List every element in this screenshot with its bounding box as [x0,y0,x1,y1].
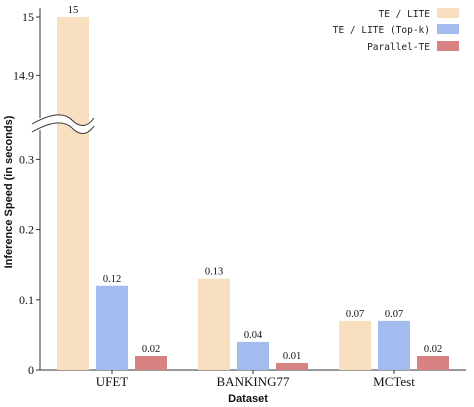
data-label: 0.07 [385,309,403,320]
x-axis-label: Dataset [228,393,268,405]
bar-banking77-3 [276,362,308,370]
y-axis-label: Inference Speed (in seconds) [3,115,15,268]
axis-break-gap [30,114,98,134]
bar-mctest-3 [417,355,449,370]
y-tick-label: 0.2 [19,223,34,237]
legend-swatch [437,24,459,34]
axis-break-line-upper [31,114,95,126]
y-tick-label: 0.3 [19,152,34,166]
data-label: 0.01 [283,351,301,362]
legend-label: Parallel-TE [367,42,430,53]
y-tick-label: 15 [22,10,34,24]
data-label: 0.04 [244,330,263,341]
bar-banking77-2 [237,341,269,370]
y-tick-label: 0 [28,363,34,377]
data-label: 0.12 [103,274,121,285]
y-tick-label: 0.1 [19,293,34,307]
bar-ufet-2 [96,285,128,370]
bar-mctest-2 [378,320,410,370]
x-tick-label: UFET [96,374,129,389]
bar-banking77-1 [198,278,230,370]
legend-label: TE / LITE [379,9,431,20]
x-tick-label: BANKING77 [217,374,290,389]
legend-swatch [437,41,459,51]
data-label: 15 [68,5,79,16]
y-tick-label: 14.9 [13,68,34,82]
bar-mctest-1 [339,320,371,370]
data-label: 0.02 [424,344,442,355]
axis-break-line-lower [31,122,95,134]
legend-label: TE / LITE (Top-k) [333,25,430,36]
bar-ufet-3 [135,355,167,370]
data-label: 0.07 [346,309,364,320]
x-tick-label: MCTest [373,374,415,389]
legend: TE / LITE TE / LITE (Top-k) Parallel-TE [333,8,459,53]
legend-swatch [437,8,459,18]
data-label: 0.02 [142,344,160,355]
data-label: 0.13 [205,267,223,278]
bar-ufet-1 [57,17,89,370]
